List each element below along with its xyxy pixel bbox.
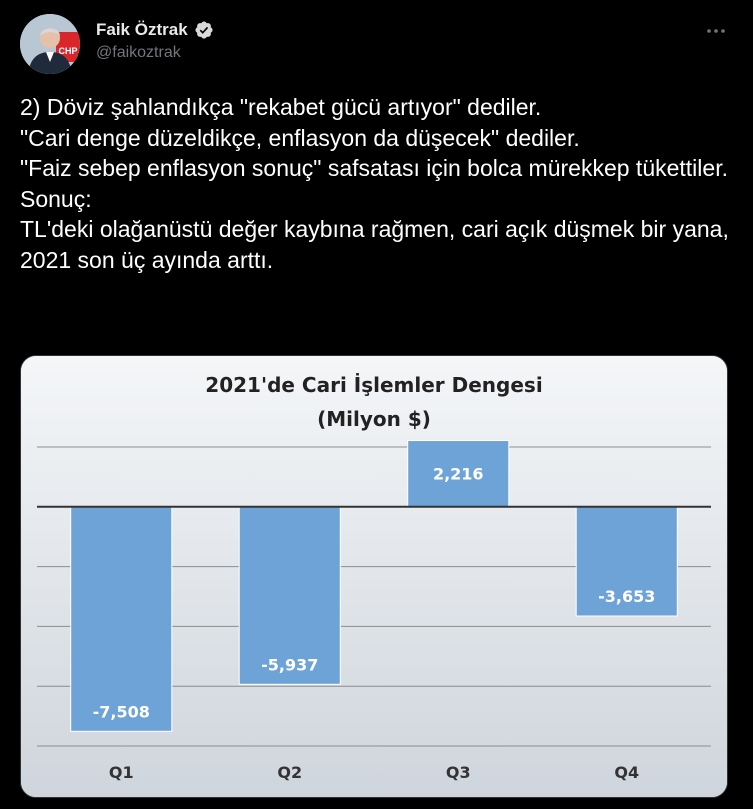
- more-options-icon[interactable]: [701, 20, 731, 42]
- bar-q2: [238, 506, 341, 685]
- display-name[interactable]: Faik Öztrak: [96, 20, 188, 39]
- bar-q1: [70, 506, 173, 732]
- bar-q4: [575, 506, 678, 617]
- handle[interactable]: @faikoztrak: [96, 44, 181, 61]
- verified-badge-icon: [194, 20, 214, 40]
- avatar[interactable]: CHP: [20, 14, 80, 74]
- bar-q3: [407, 440, 510, 508]
- bar-chart: -7,508 Q1 -5,937 Q2 2,216 Q3 -3,653 Q4 2021'de …: [21, 356, 727, 797]
- x-tick-label-q1: Q1: [109, 763, 134, 782]
- author-info: Faik Öztrak @faikoztrak: [96, 20, 214, 62]
- tweet-text: 2) Döviz şahlandıkça "rekabet gücü artıy…: [20, 94, 729, 273]
- chart-title: 2021'de Cari İşlemler Dengesi: [205, 373, 542, 397]
- x-tick-label-q3: Q3: [446, 763, 471, 782]
- avatar-image: CHP: [20, 14, 80, 74]
- data-label-q2: -5,937: [261, 655, 318, 674]
- data-label-q1: -7,508: [93, 702, 150, 721]
- x-tick-label-q4: Q4: [614, 763, 639, 782]
- data-label-q3: 2,216: [433, 465, 484, 484]
- chart-subtitle: (Milyon $): [317, 407, 431, 431]
- data-label-q4: -3,653: [598, 587, 655, 606]
- avatar-badge-text: CHP: [58, 46, 77, 56]
- x-tick-label-q2: Q2: [277, 763, 302, 782]
- tweet-media-chart[interactable]: -7,508 Q1 -5,937 Q2 2,216 Q3 -3,653 Q4 2021'de …: [20, 355, 728, 798]
- tweet-header: CHP Faik Öztrak @faikoztrak: [20, 14, 733, 76]
